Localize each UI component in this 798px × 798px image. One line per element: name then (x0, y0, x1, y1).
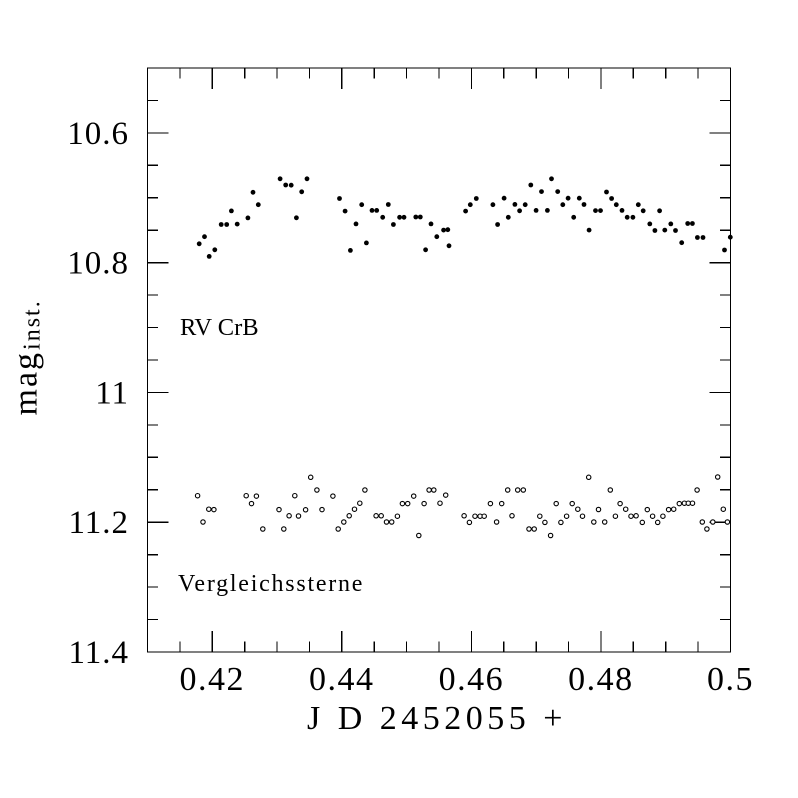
svg-text:0.46: 0.46 (439, 661, 505, 698)
svg-text:J D 2452055 +: J D 2452055 + (307, 700, 567, 737)
svg-text:0.42: 0.42 (180, 661, 246, 698)
svg-text:11.2: 11.2 (68, 505, 129, 541)
svg-text:0.44: 0.44 (309, 661, 375, 698)
svg-text:RV CrB: RV CrB (180, 314, 259, 341)
svg-text:10.6: 10.6 (67, 116, 129, 152)
svg-text:0.48: 0.48 (568, 661, 634, 698)
svg-text:Vergleichssterne: Vergleichssterne (178, 571, 364, 597)
svg-text:10.8: 10.8 (67, 246, 129, 282)
svg-text:11: 11 (95, 375, 129, 411)
svg-text:0.5: 0.5 (707, 661, 754, 698)
svg-text:11.4: 11.4 (68, 635, 129, 671)
